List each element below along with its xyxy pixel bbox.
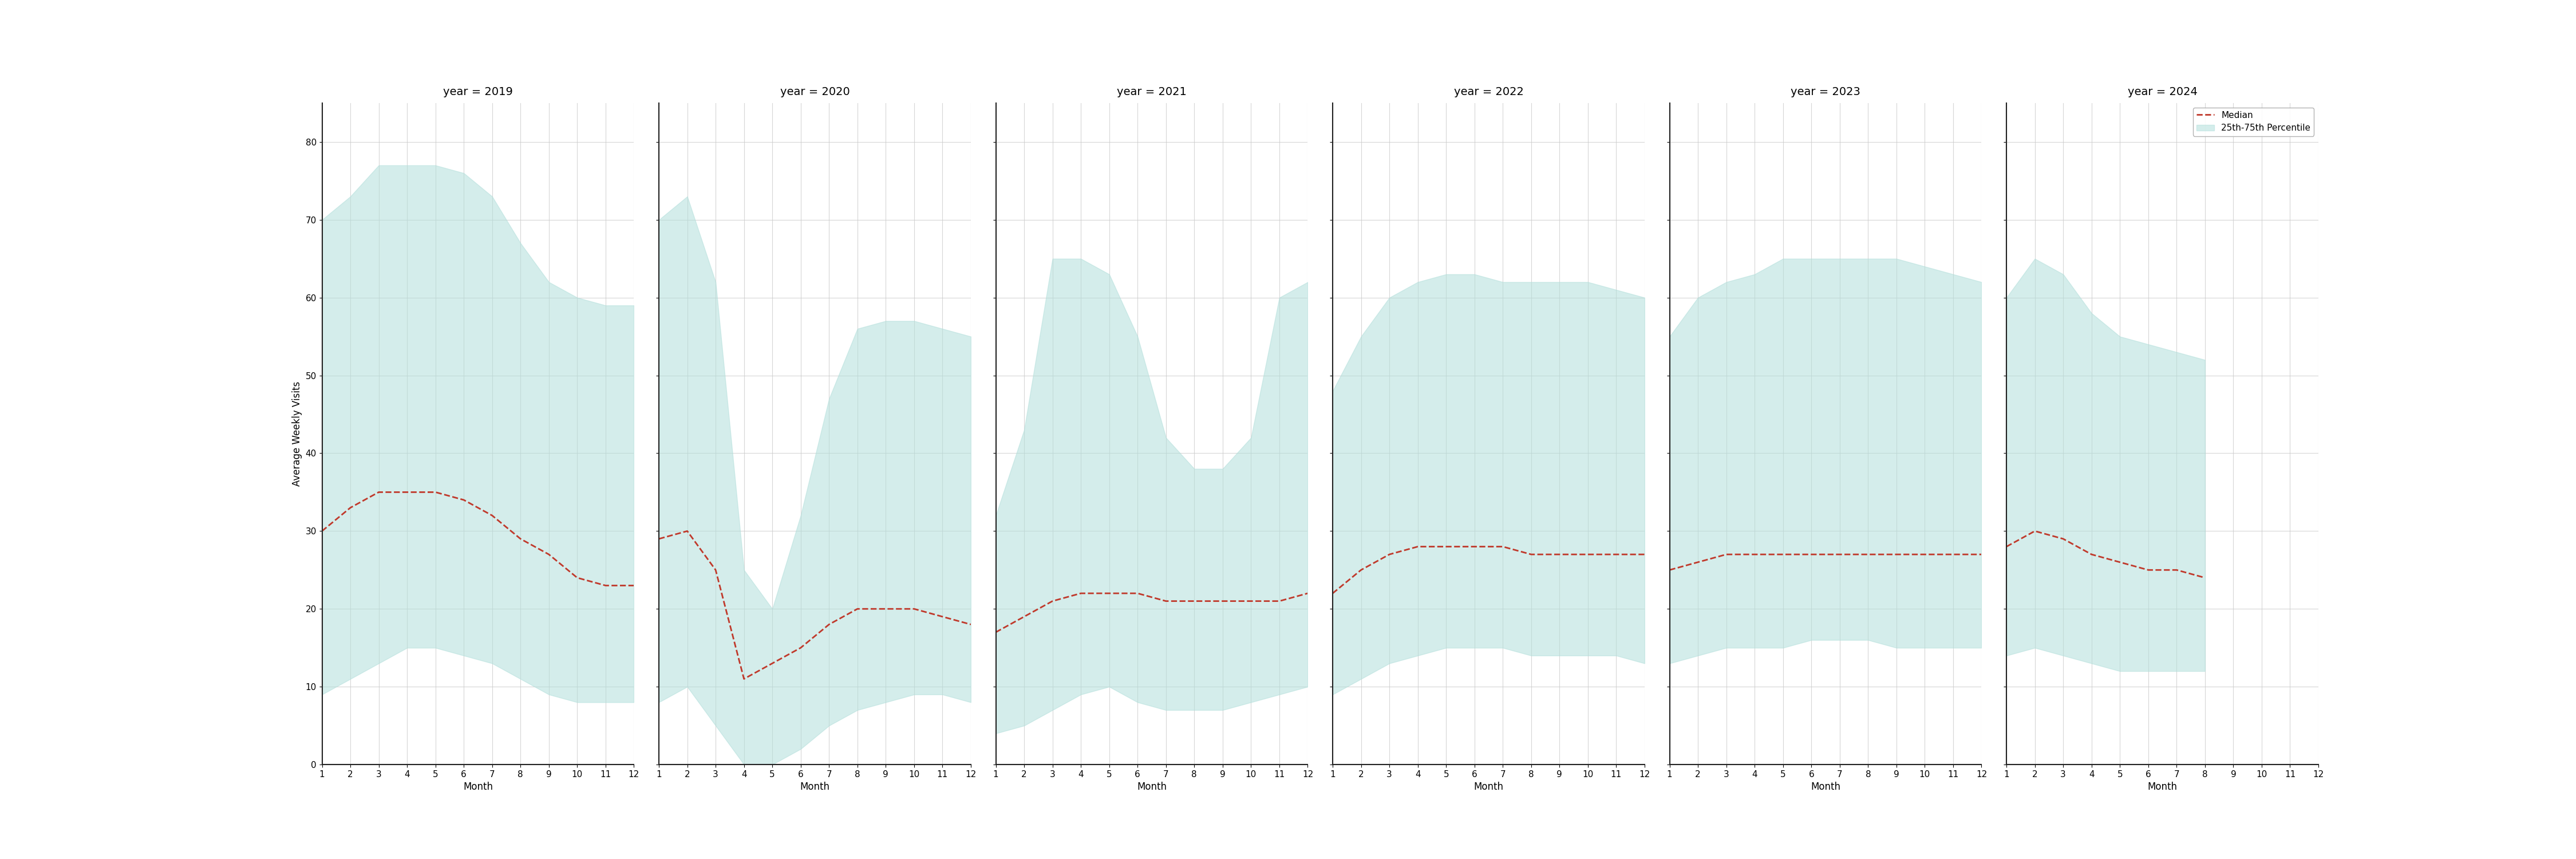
X-axis label: Month: Month [1811, 782, 1839, 792]
Median [1373, 549, 1404, 559]
Median [1628, 549, 1659, 559]
Median [1515, 549, 1546, 559]
Line: Median: Median [2007, 531, 2205, 578]
Median [927, 612, 958, 622]
Title: year = 2023: year = 2023 [1790, 87, 1860, 97]
Median [1852, 549, 1883, 559]
Median [2161, 565, 2192, 576]
Title: year = 2019: year = 2019 [443, 87, 513, 97]
Median [1571, 549, 1602, 559]
Median [1543, 549, 1574, 559]
Median [842, 604, 873, 614]
Median [363, 487, 394, 497]
Median [1795, 549, 1826, 559]
Median [672, 526, 703, 536]
Median [1486, 541, 1517, 551]
Median [701, 565, 732, 576]
Line: Median: Median [1332, 546, 1643, 594]
Title: year = 2021: year = 2021 [1118, 87, 1188, 97]
Median [1095, 588, 1126, 599]
Median [2076, 549, 2107, 559]
Median [392, 487, 422, 497]
Line: Median: Median [997, 594, 1309, 632]
Line: Median: Median [1669, 554, 1981, 570]
Median [2133, 565, 2164, 576]
Median [1991, 541, 2022, 551]
Median [1293, 588, 1324, 599]
Median [1880, 549, 1911, 559]
Median [786, 643, 817, 653]
X-axis label: Month: Month [2148, 782, 2177, 792]
Median [956, 619, 987, 630]
Y-axis label: Average Weekly Visits: Average Weekly Visits [291, 381, 301, 486]
Median [1937, 549, 1968, 559]
Median [1739, 549, 1770, 559]
Median [1909, 549, 1940, 559]
X-axis label: Month: Month [801, 782, 829, 792]
Median [1236, 596, 1267, 606]
Median [1767, 549, 1798, 559]
Median [1458, 541, 1489, 551]
Median [814, 619, 845, 630]
Median [1401, 541, 1432, 551]
Median [1010, 612, 1041, 622]
Legend: Median, 25th-75th Percentile: Median, 25th-75th Percentile [2192, 107, 2313, 136]
Median [1345, 565, 1376, 576]
Median [981, 627, 1012, 637]
Median [1824, 549, 1855, 559]
Median [1654, 565, 1685, 576]
Median [1682, 557, 1713, 567]
Median [505, 533, 536, 544]
Median [1123, 588, 1154, 599]
Median [307, 526, 337, 536]
Median [1965, 549, 1996, 559]
X-axis label: Month: Month [1473, 782, 1504, 792]
Median [477, 510, 507, 521]
Median [1316, 588, 1347, 599]
Median [1208, 596, 1239, 606]
Median [562, 573, 592, 583]
X-axis label: Month: Month [1136, 782, 1167, 792]
Median [618, 581, 649, 591]
Median [1038, 596, 1069, 606]
Median [757, 658, 788, 668]
Median [590, 581, 621, 591]
Median [1430, 541, 1461, 551]
Median [1600, 549, 1631, 559]
Median [533, 549, 564, 559]
Median [335, 503, 366, 513]
Median [729, 673, 760, 684]
Median [2048, 533, 2079, 544]
Median [899, 604, 930, 614]
Title: year = 2024: year = 2024 [2128, 87, 2197, 97]
Title: year = 2022: year = 2022 [1453, 87, 1522, 97]
Median [1265, 596, 1296, 606]
Line: Median: Median [322, 492, 634, 586]
Median [1710, 549, 1741, 559]
Median [1066, 588, 1097, 599]
Line: Median: Median [659, 531, 971, 679]
Median [2105, 557, 2136, 567]
Median [2190, 573, 2221, 583]
Title: year = 2020: year = 2020 [781, 87, 850, 97]
Median [420, 487, 451, 497]
Median [871, 604, 902, 614]
X-axis label: Month: Month [464, 782, 492, 792]
Median [448, 495, 479, 505]
Median [2020, 526, 2050, 536]
Median [644, 533, 675, 544]
Median [1180, 596, 1211, 606]
Median [1151, 596, 1182, 606]
